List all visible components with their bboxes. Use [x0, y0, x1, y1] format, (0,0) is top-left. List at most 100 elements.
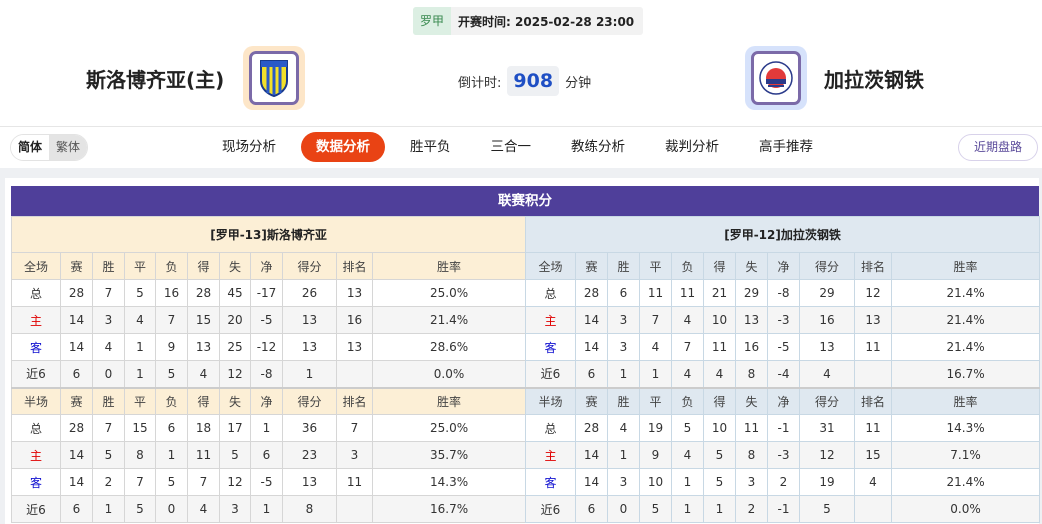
- table-row: 客 14 3 10 1 5 3 2 19 4 21.4%: [525, 468, 1041, 496]
- column-header: 得: [703, 252, 736, 280]
- table-row: 主 14 3 7 4 10 13 -3 16 13 21.4%: [525, 306, 1041, 334]
- table-cell: 16: [799, 306, 855, 334]
- table-cell: 1: [155, 441, 188, 469]
- tab-2[interactable]: 胜平负: [410, 139, 451, 155]
- away-team-name[interactable]: 加拉茨钢铁: [824, 68, 924, 92]
- row-label: 总: [11, 279, 61, 307]
- row-label: 主: [525, 306, 576, 334]
- recent-odds-button[interactable]: 近期盘路: [958, 134, 1038, 161]
- table-cell: 11: [854, 333, 892, 361]
- match-header: 罗甲 开赛时间: 2025-02-28 23:00 斯洛博齐亚(主) 倒计时: …: [0, 0, 1042, 127]
- table-cell: 6: [60, 360, 93, 388]
- table-cell: 13: [282, 333, 337, 361]
- table-cell: 13: [336, 333, 373, 361]
- column-header: 平: [639, 386, 672, 415]
- league-badge[interactable]: 罗甲: [413, 7, 452, 35]
- full-column-headers: 全场赛胜平负得失净得分 排名 胜率: [525, 252, 1041, 280]
- countdown-value: 908: [507, 66, 560, 96]
- table-cell: 10: [639, 468, 672, 496]
- column-header: 排名: [336, 386, 373, 415]
- table-cell: 7.1%: [890, 441, 1041, 469]
- table-cell: 4: [671, 441, 704, 469]
- lang-traditional[interactable]: 繁体: [49, 135, 88, 160]
- column-header: 负: [671, 252, 704, 280]
- table-cell: 17: [219, 414, 251, 442]
- row-label: 主: [11, 306, 61, 334]
- table-cell: 25.0%: [371, 414, 527, 442]
- half-column-headers: 半场赛胜平负得失净得分 排名 胜率: [525, 386, 1041, 415]
- table-cell: -12: [250, 333, 283, 361]
- table-cell: 7: [92, 414, 125, 442]
- table-cell: 28: [60, 414, 93, 442]
- tab-1[interactable]: 数据分析: [301, 132, 385, 162]
- tab-4[interactable]: 教练分析: [571, 139, 625, 155]
- away-standings-table: [罗甲-12]加拉茨钢铁 全场赛胜平负得失净得分 排名 胜率总 28 6 11 11 21 29-…: [524, 216, 1041, 523]
- tab-0[interactable]: 现场分析: [222, 139, 276, 155]
- column-header: 胜: [607, 386, 640, 415]
- tab-3[interactable]: 三合一: [490, 139, 532, 155]
- column-header: 全场: [525, 252, 576, 280]
- table-cell: 15: [124, 414, 156, 442]
- table-cell: -4: [767, 360, 800, 388]
- crest-icon: [759, 61, 793, 95]
- table-cell: [854, 360, 892, 388]
- row-label: 客: [525, 468, 576, 496]
- table-cell: 8: [735, 441, 768, 469]
- row-label: 近6: [525, 495, 576, 523]
- row-label: 总: [525, 414, 576, 442]
- column-header: 得分: [799, 386, 855, 415]
- column-header: 失: [219, 386, 251, 415]
- home-team-logo[interactable]: [243, 46, 305, 110]
- row-label: 主: [525, 441, 576, 469]
- table-cell: 14: [60, 468, 93, 496]
- column-header: 负: [671, 386, 704, 415]
- away-team-logo[interactable]: [745, 46, 807, 110]
- column-header: 半场: [525, 386, 576, 415]
- column-header: 排名: [854, 252, 892, 280]
- table-cell: 11: [703, 333, 736, 361]
- match-info: 罗甲 开赛时间: 2025-02-28 23:00: [413, 7, 644, 35]
- table-cell: 28.6%: [371, 333, 527, 361]
- table-cell: 1: [250, 414, 283, 442]
- table-cell: -5: [250, 306, 283, 334]
- table-cell: 6: [250, 441, 283, 469]
- table-cell: 31: [799, 414, 855, 442]
- column-header: 赛: [575, 386, 608, 415]
- table-cell: 19: [639, 414, 672, 442]
- column-header: 得: [703, 386, 736, 415]
- column-header: 净: [767, 252, 800, 280]
- table-cell: 6: [607, 279, 640, 307]
- table-cell: 5: [703, 468, 736, 496]
- column-header: 胜率: [890, 252, 1041, 280]
- column-header: 全场: [11, 252, 61, 280]
- table-row: 总 28 6 11 11 21 29 -8 29 12 21.4%: [525, 279, 1041, 307]
- table-cell: 11: [187, 441, 220, 469]
- table-cell: 1: [282, 360, 337, 388]
- lang-simplified[interactable]: 简体: [11, 135, 50, 160]
- tab-6[interactable]: 高手推荐: [759, 139, 813, 155]
- row-label: 近6: [525, 360, 576, 388]
- table-cell: 3: [336, 441, 373, 469]
- table-cell: 1: [607, 360, 640, 388]
- table-cell: 29: [735, 279, 768, 307]
- table-cell: [854, 495, 892, 523]
- table-cell: 3: [92, 306, 125, 334]
- countdown-label: 倒计时:: [458, 75, 502, 91]
- home-team-name[interactable]: 斯洛博齐亚(主): [86, 68, 225, 92]
- table-cell: 11: [671, 279, 704, 307]
- row-label: 总: [525, 279, 576, 307]
- table-cell: 2: [735, 495, 768, 523]
- tab-5[interactable]: 裁判分析: [665, 139, 719, 155]
- table-cell: 1: [92, 495, 125, 523]
- table-cell: 5: [639, 495, 672, 523]
- table-cell: 9: [155, 333, 188, 361]
- table-cell: 28: [60, 279, 93, 307]
- table-cell: 20: [219, 306, 251, 334]
- table-row: 客 14 2 7 5 7 12 -5 13 11 14.3%: [11, 468, 527, 496]
- column-header: 得: [187, 386, 220, 415]
- row-label: 客: [11, 468, 61, 496]
- table-cell: 7: [671, 333, 704, 361]
- row-label: 客: [525, 333, 576, 361]
- analysis-tabs: 现场分析 数据分析 胜平负 三合一 教练分析 裁判分析 高手推荐: [207, 132, 838, 162]
- table-row: 客 14 3 4 7 11 16 -5 13 11 21.4%: [525, 333, 1041, 361]
